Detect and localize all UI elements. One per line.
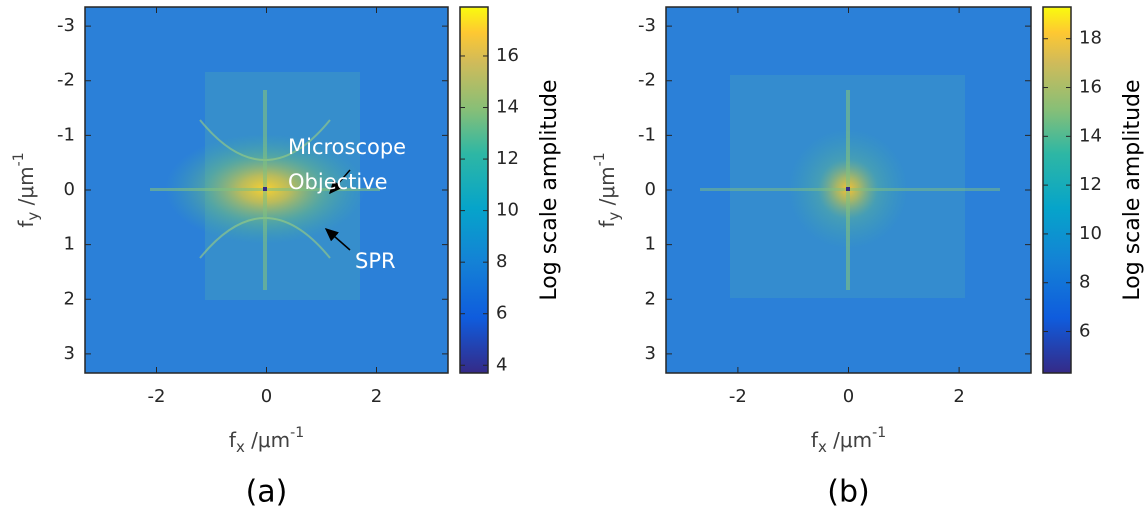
colorbar (1042, 6, 1072, 374)
arrow (329, 169, 351, 195)
y-tick-label: -3 (57, 15, 75, 36)
y-tick-label: 2 (645, 288, 656, 309)
y-tick-label: 1 (645, 234, 656, 255)
colorbar-tick-label: 8 (496, 251, 507, 272)
annotation: Objective (288, 170, 388, 194)
axis-label: fy /μm-1 (592, 152, 623, 227)
y-tick-label: 2 (64, 288, 75, 309)
y-tick-label: 0 (645, 179, 656, 200)
label-sub: y (605, 212, 623, 221)
colorbar-tick-label: 16 (1079, 77, 1102, 98)
colorbar (459, 6, 489, 374)
y-tick-label: -2 (638, 70, 656, 91)
x-tick-label: -2 (148, 386, 166, 407)
colorbar-tick-label: 10 (496, 200, 519, 221)
y-tick-label: 0 (64, 179, 75, 200)
label-base: f (811, 428, 819, 452)
x-tick-label: 0 (843, 386, 854, 407)
y-tick-label: 1 (64, 234, 75, 255)
y-tick-label: 3 (645, 343, 656, 364)
label-sub: x (818, 438, 827, 456)
heatmap-image-a (85, 7, 448, 373)
annotation: Microscope (288, 135, 406, 159)
colorbar-tick-label: 6 (1079, 321, 1090, 342)
label-base: f (229, 428, 237, 452)
colorbar-tick-label: 8 (1079, 272, 1090, 293)
label-unit: /μm (595, 166, 619, 211)
axis-label: fy /μm-1 (11, 152, 42, 227)
x-tick-label: 2 (371, 386, 382, 407)
panel-caption: (b) (827, 475, 869, 510)
label-sup: -1 (11, 152, 27, 166)
panel-caption: (a) (246, 475, 288, 510)
y-tick-label: -1 (638, 124, 656, 145)
arrow (324, 228, 351, 251)
colorbar-tick-label: 12 (496, 148, 519, 169)
colorbar-tick-label: 4 (496, 354, 507, 375)
heatmap-image-b (666, 7, 1031, 373)
label-sub: y (24, 212, 42, 221)
y-tick-label: -1 (57, 124, 75, 145)
axis-label: fx /μm-1 (811, 425, 886, 456)
colorbar-tick-label: 16 (496, 45, 519, 66)
label-sup: -1 (290, 425, 304, 441)
y-tick-label: -3 (638, 15, 656, 36)
colorbar-tick-label: 14 (496, 97, 519, 118)
annotation: SPR (355, 249, 396, 273)
label-sup: -1 (592, 152, 608, 166)
label-sup: -1 (872, 425, 886, 441)
label-base: f (14, 220, 38, 228)
colorbar-label: Log scale amplitude (1120, 79, 1145, 300)
y-tick-label: -2 (57, 70, 75, 91)
colorbar-tick-label: 6 (496, 303, 507, 324)
x-tick-label: 0 (261, 386, 272, 407)
colorbar-tick-label: 14 (1079, 125, 1102, 146)
y-tick-label: 3 (64, 343, 75, 364)
x-tick-label: 2 (953, 386, 964, 407)
colorbar-tick-label: 10 (1079, 223, 1102, 244)
x-tick-label: -2 (729, 386, 747, 407)
label-base: f (595, 220, 619, 228)
label-sub: x (236, 438, 245, 456)
colorbar-tick-label: 12 (1079, 174, 1102, 195)
label-unit: /μm (14, 166, 38, 211)
label-unit: /μm (827, 428, 872, 452)
colorbar-label: Log scale amplitude (537, 79, 562, 300)
colorbar-tick-label: 18 (1079, 28, 1102, 49)
label-unit: /μm (245, 428, 290, 452)
axis-label: fx /μm-1 (229, 425, 304, 456)
